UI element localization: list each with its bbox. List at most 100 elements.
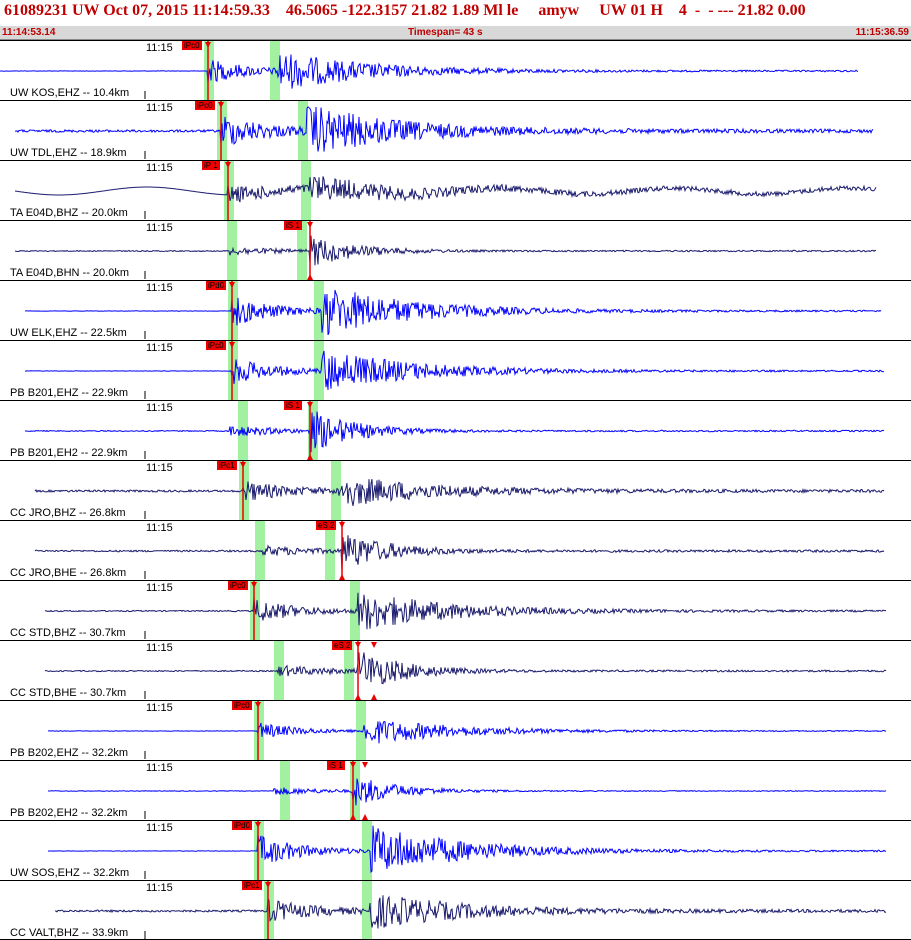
channel-label: CC STD,BHE -- 30.7km xyxy=(10,687,127,699)
phase-pick-label[interactable]: iPc0 xyxy=(195,101,215,110)
pick-marker-top[interactable] xyxy=(371,642,377,648)
event-title: 61089231 UW Oct 07, 2015 11:14:59.33 46.… xyxy=(4,2,806,19)
phase-window-band xyxy=(301,161,311,220)
phase-pick-label[interactable]: iPd0 xyxy=(232,821,253,830)
trace-canvas xyxy=(44,641,887,700)
phase-window-band xyxy=(298,101,308,160)
pick-marker-bottom[interactable] xyxy=(350,814,356,820)
trace-panel[interactable]: 11:15 iPc0 UW KOS,EHZ -- 10.4km xyxy=(0,40,911,100)
trace-time-label: 11:15 xyxy=(146,42,173,54)
trace-panel[interactable]: 11:15 iP 1 TA E04D,BHZ -- 20.0km xyxy=(0,160,911,220)
channel-label: PB B201,EHZ -- 22.9km xyxy=(10,387,128,399)
pick-marker-bottom[interactable] xyxy=(307,274,313,280)
phase-pick-label[interactable]: iPc0 xyxy=(228,581,248,590)
phase-pick-label[interactable]: iS 1 xyxy=(327,761,345,770)
trace-canvas xyxy=(34,461,885,520)
pick-marker-top[interactable] xyxy=(355,642,361,648)
pick-marker-bottom[interactable] xyxy=(339,574,345,580)
waveform xyxy=(47,825,886,873)
trace-time-label: 11:15 xyxy=(146,762,173,774)
pick-marker-bottom[interactable] xyxy=(362,814,368,820)
timespan: Timespan= 43 s xyxy=(408,27,483,38)
phase-pick-label[interactable]: iS 1 xyxy=(284,401,302,410)
waveform xyxy=(14,176,877,203)
trace-time-label: 11:15 xyxy=(146,462,173,474)
trace-time-label: 11:15 xyxy=(146,822,173,834)
pick-marker-top[interactable] xyxy=(229,342,235,348)
pick-marker-top[interactable] xyxy=(307,402,313,408)
phase-pick-label[interactable]: iPc1 xyxy=(217,461,237,470)
trace-panel[interactable]: 11:15 iPd0 UW SOS,EHZ -- 32.2km xyxy=(0,820,911,880)
phase-pick-label[interactable]: iPc0 xyxy=(182,41,202,50)
trace-panel[interactable]: 11:15 iS 1 PB B201,EH2 -- 22.9km xyxy=(0,400,911,460)
phase-pick-label[interactable]: eS 2 xyxy=(332,641,353,650)
trace-panel[interactable]: 11:15 iS 1 TA E04D,BHN -- 20.0km xyxy=(0,220,911,280)
channel-label: PB B201,EH2 -- 22.9km xyxy=(10,447,128,459)
pick-marker-top[interactable] xyxy=(362,762,368,768)
pick-marker-bottom[interactable] xyxy=(307,454,313,460)
trace-panel[interactable]: 11:15 iPc0 PB B202,EHZ -- 32.2km xyxy=(0,700,911,760)
trace-canvas xyxy=(14,221,877,280)
pick-marker-top[interactable] xyxy=(218,102,224,108)
pick-marker-bottom[interactable] xyxy=(371,694,377,700)
pick-marker-top[interactable] xyxy=(229,282,235,288)
phase-pick-label[interactable]: eS 2 xyxy=(316,521,337,530)
trace-panel[interactable]: 11:15 iPc0 PB B201,EHZ -- 22.9km xyxy=(0,340,911,400)
phase-window-band xyxy=(314,281,324,340)
trace-panel[interactable]: 11:15 iPd0 UW ELK,EHZ -- 22.5km xyxy=(0,280,911,340)
trace-panel[interactable]: 11:15 eS 2 CC STD,BHE -- 30.7km xyxy=(0,640,911,700)
waveform xyxy=(55,895,887,929)
trace-time-label: 11:15 xyxy=(146,102,173,114)
pick-marker-top[interactable] xyxy=(255,702,261,708)
trace-time-label: 11:15 xyxy=(146,162,173,174)
time-bar: 11:14:53.14 Timespan= 43 s 11:15:36.59 xyxy=(0,26,911,40)
pick-marker-top[interactable] xyxy=(307,222,313,228)
phase-pick-label[interactable]: iPc0 xyxy=(206,341,226,350)
pick-marker-top[interactable] xyxy=(225,162,231,168)
phase-pick-label[interactable]: iPd0 xyxy=(206,281,227,290)
trace-panel[interactable]: 11:15 iPc1 CC JRO,BHZ -- 26.8km xyxy=(0,460,911,520)
phase-window-band xyxy=(331,461,341,520)
pick-marker-top[interactable] xyxy=(350,762,356,768)
trace-canvas xyxy=(47,701,887,760)
pick-marker-top[interactable] xyxy=(255,822,261,828)
pick-marker-top[interactable] xyxy=(265,882,271,888)
phase-window-band xyxy=(238,401,248,460)
trace-time-label: 11:15 xyxy=(146,882,173,894)
waveform xyxy=(34,535,885,572)
trace-canvas xyxy=(24,401,885,460)
event-header: 61089231 UW Oct 07, 2015 11:14:59.33 46.… xyxy=(0,0,911,26)
trace-canvas xyxy=(55,881,887,940)
phase-pick-label[interactable]: iP 1 xyxy=(202,161,220,170)
trace-canvas xyxy=(48,761,887,820)
waveform xyxy=(44,652,887,685)
pick-marker-top[interactable] xyxy=(205,42,211,48)
phase-window-band xyxy=(228,341,238,400)
trace-panel[interactable]: 11:15 iPc0 CC STD,BHZ -- 30.7km xyxy=(0,580,911,640)
phase-pick-label[interactable]: iPc0 xyxy=(232,701,252,710)
channel-label: CC STD,BHZ -- 30.7km xyxy=(10,627,126,639)
trace-panel[interactable]: 11:15 iS 1 PB B202,EH2 -- 32.2km xyxy=(0,760,911,820)
trace-panel[interactable]: 11:15 iPc0 UW TDL,EHZ -- 18.9km xyxy=(0,100,911,160)
start-time: 11:14:53.14 xyxy=(2,27,56,38)
pick-marker-top[interactable] xyxy=(339,522,345,528)
pick-marker-top[interactable] xyxy=(240,462,246,468)
channel-label: TA E04D,BHN -- 20.0km xyxy=(10,267,129,279)
pick-marker-top[interactable] xyxy=(251,582,257,588)
phase-window-band xyxy=(204,41,214,100)
trace-time-label: 11:15 xyxy=(146,402,173,414)
channel-label: CC JRO,BHZ -- 26.8km xyxy=(10,507,126,519)
trace-panel[interactable]: 11:15 iPc1 CC VALT,BHZ -- 33.9km xyxy=(0,880,911,940)
phase-pick-label[interactable]: iPc1 xyxy=(242,881,262,890)
trace-time-label: 11:15 xyxy=(146,282,173,294)
waveform xyxy=(47,720,887,744)
trace-panel[interactable]: 11:15 eS 2 CC JRO,BHE -- 26.8km xyxy=(0,520,911,580)
waveform xyxy=(24,289,882,336)
phase-window-band xyxy=(297,221,307,280)
waveform xyxy=(24,350,885,390)
waveform xyxy=(48,778,887,806)
pick-marker-bottom[interactable] xyxy=(355,694,361,700)
waveform xyxy=(24,411,885,453)
channel-label: UW KOS,EHZ -- 10.4km xyxy=(10,87,130,99)
phase-pick-label[interactable]: iS 1 xyxy=(284,221,302,230)
